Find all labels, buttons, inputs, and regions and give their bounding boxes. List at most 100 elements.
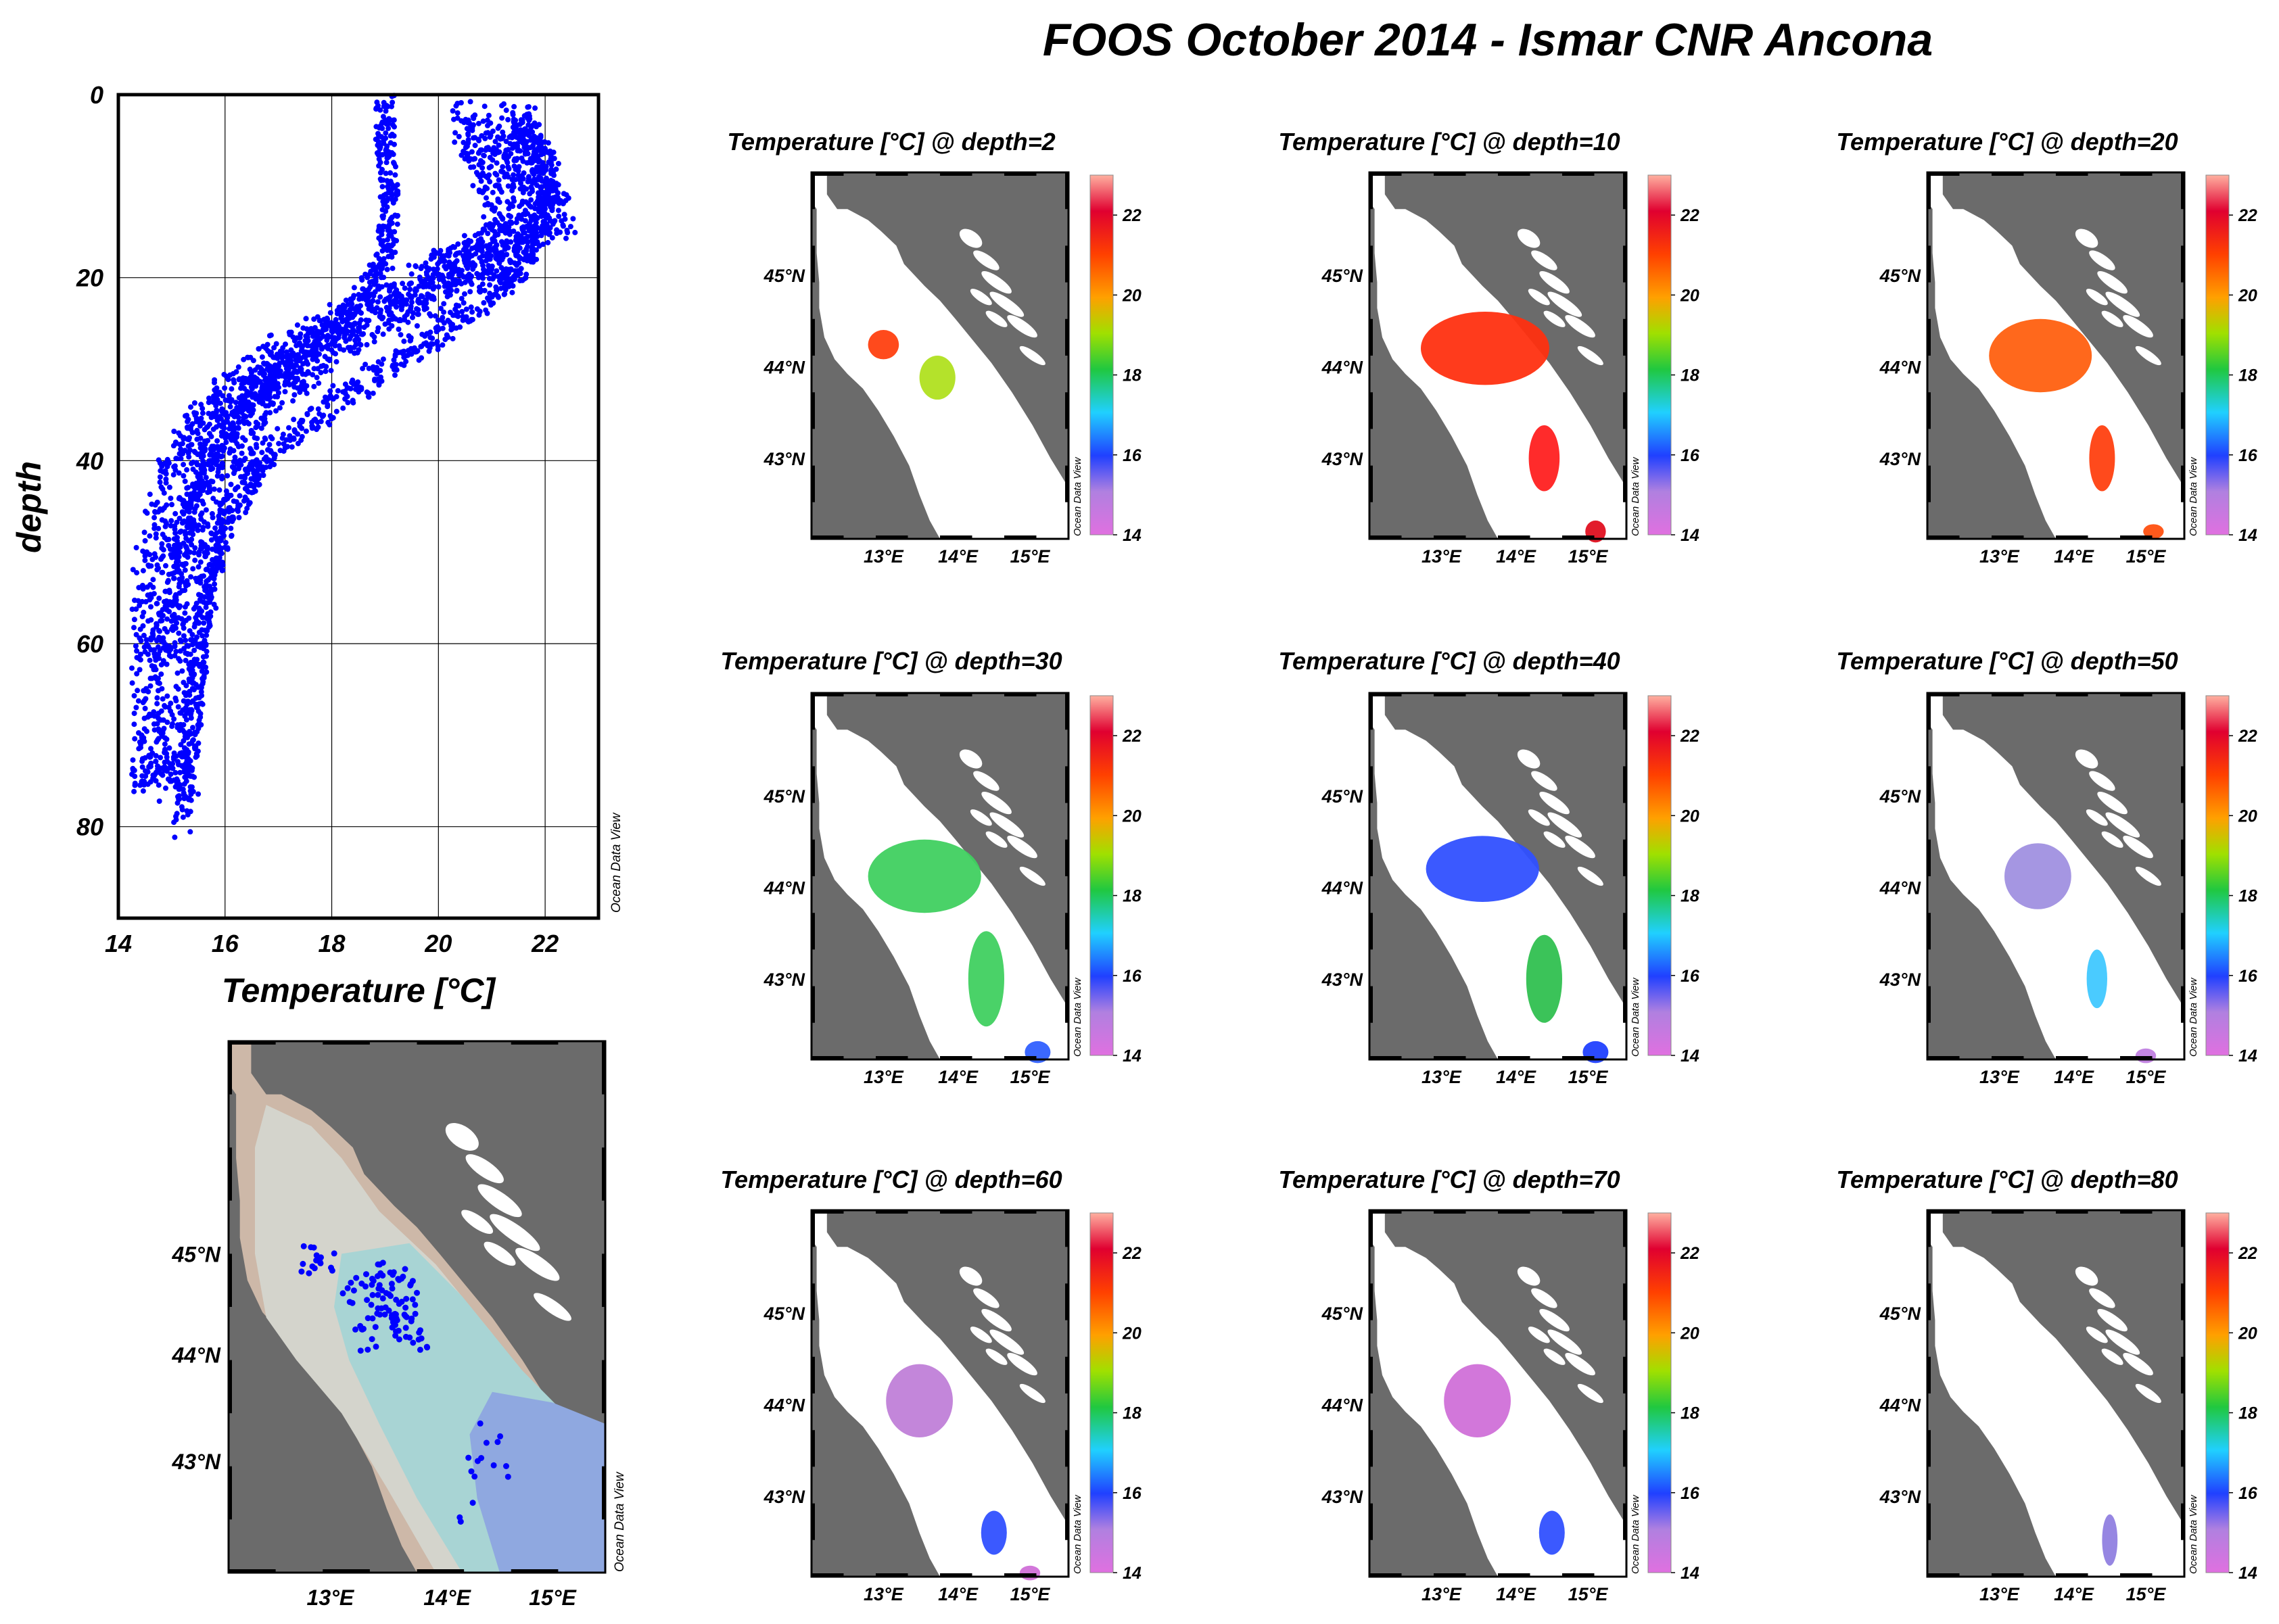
data-point	[319, 346, 325, 352]
data-point	[277, 405, 283, 411]
y-tick-label: 80	[76, 813, 103, 841]
data-point	[534, 239, 540, 245]
data-point	[409, 300, 415, 306]
colorbar-label: 14	[1681, 1047, 1699, 1066]
data-point	[291, 436, 297, 442]
data-point	[375, 130, 381, 137]
island	[1007, 835, 1037, 859]
data-point	[170, 721, 175, 727]
data-point	[228, 492, 234, 498]
data-point	[517, 255, 523, 261]
island	[989, 1329, 1025, 1355]
data-point	[327, 388, 333, 394]
station-point	[504, 1473, 511, 1480]
data-point	[139, 613, 145, 619]
data-point	[190, 725, 195, 731]
data-point	[242, 485, 248, 492]
lon-label: 15°E	[1010, 1584, 1051, 1604]
data-point	[177, 769, 183, 775]
data-point	[390, 151, 396, 158]
data-point	[504, 160, 511, 166]
data-point	[551, 156, 557, 162]
data-point	[246, 421, 252, 427]
data-point	[228, 481, 234, 487]
lat-label: 45°N	[1879, 1304, 1921, 1324]
data-point	[245, 408, 252, 414]
data-point	[327, 310, 333, 316]
data-point	[489, 206, 495, 212]
data-point	[289, 444, 295, 450]
data-point	[379, 228, 385, 233]
data-point	[511, 158, 517, 164]
data-point	[147, 581, 154, 588]
panel-title: Temperature [°C] @ depth=70	[1278, 1166, 1620, 1193]
island	[1565, 314, 1595, 338]
data-point	[296, 340, 302, 346]
data-point	[438, 247, 444, 254]
data-point	[176, 796, 182, 803]
data-point	[190, 773, 196, 780]
island	[1517, 1266, 1541, 1286]
data-point	[192, 557, 198, 563]
data-point	[468, 164, 474, 170]
data-point	[260, 468, 266, 474]
data-point	[343, 297, 349, 304]
station-point	[318, 1254, 324, 1261]
data-point	[248, 450, 254, 456]
data-point	[204, 632, 210, 638]
data-point	[392, 289, 398, 295]
data-point	[196, 575, 202, 581]
temperature-field	[2102, 1514, 2118, 1566]
data-point	[242, 473, 248, 479]
data-point	[483, 258, 489, 264]
data-point	[194, 436, 200, 442]
data-point	[187, 538, 193, 544]
data-point	[538, 134, 544, 140]
data-point	[160, 727, 166, 733]
data-point	[356, 347, 362, 353]
data-point	[432, 268, 438, 274]
data-point	[377, 176, 383, 182]
data-point	[487, 178, 493, 185]
data-point	[146, 563, 152, 569]
data-point	[330, 339, 335, 345]
colorbar	[1089, 1212, 1114, 1573]
data-point	[131, 625, 137, 631]
island	[985, 310, 1008, 327]
data-point	[352, 320, 358, 327]
data-point	[178, 456, 184, 462]
data-point	[260, 464, 266, 470]
data-point	[179, 441, 185, 447]
data-point	[182, 552, 187, 558]
island	[2123, 1352, 2153, 1376]
data-point	[168, 496, 174, 501]
data-point	[130, 765, 136, 771]
data-point	[242, 437, 248, 443]
data-point	[475, 150, 481, 156]
data-point	[475, 231, 481, 237]
station-point	[415, 1336, 422, 1343]
data-point	[496, 142, 502, 148]
watermark: Ocean Data View	[1630, 1494, 1641, 1574]
data-point	[174, 759, 181, 765]
data-point	[358, 317, 364, 323]
data-point	[329, 395, 335, 401]
data-point	[392, 124, 397, 130]
data-point	[146, 753, 152, 759]
temperature-field	[1538, 1510, 1565, 1555]
data-point	[556, 213, 562, 219]
data-point	[197, 485, 204, 492]
data-point	[196, 549, 202, 555]
data-point	[495, 149, 501, 156]
data-point	[140, 623, 146, 629]
data-point	[196, 608, 202, 615]
island	[1528, 809, 1550, 826]
data-point	[290, 398, 296, 404]
data-point	[131, 693, 137, 699]
data-point	[450, 335, 456, 341]
data-point	[387, 179, 394, 185]
island	[2086, 289, 2108, 306]
data-point	[131, 711, 137, 717]
data-point	[481, 103, 488, 110]
data-point	[475, 120, 481, 126]
